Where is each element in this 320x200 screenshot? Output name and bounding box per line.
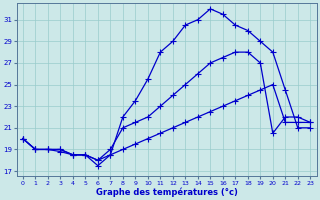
X-axis label: Graphe des températures (°c): Graphe des températures (°c) — [96, 187, 237, 197]
